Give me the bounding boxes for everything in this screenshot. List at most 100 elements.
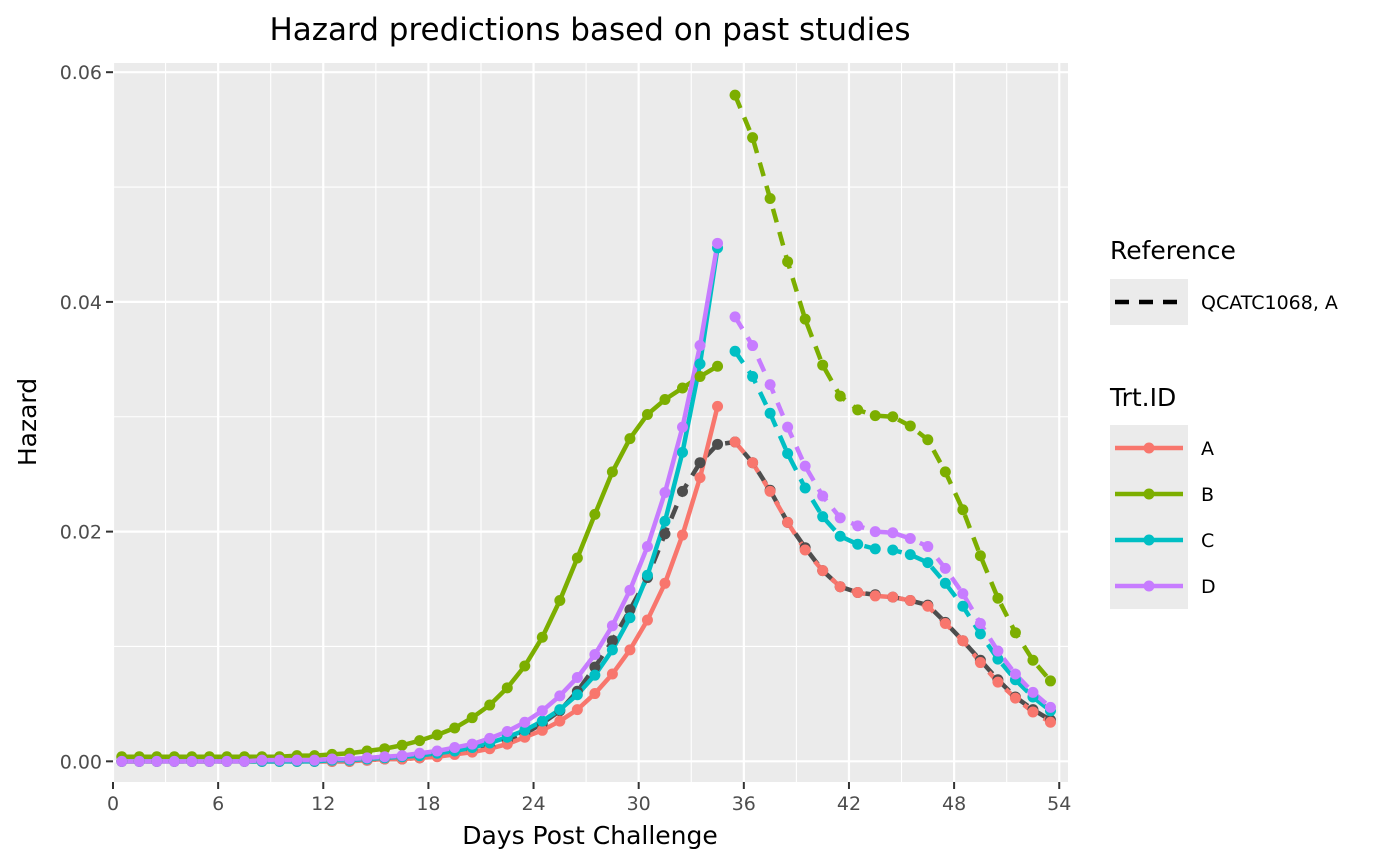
data-point [641, 614, 653, 626]
data-point [747, 457, 759, 469]
data-point [1027, 686, 1039, 698]
data-point [589, 669, 601, 681]
data-point [221, 755, 233, 767]
data-point [799, 460, 811, 472]
data-point [431, 729, 443, 741]
legend-trtid-keys-bg [1110, 425, 1188, 609]
data-point [396, 750, 408, 762]
data-point [606, 620, 618, 632]
data-point [186, 755, 198, 767]
data-point [116, 755, 128, 767]
data-point [1009, 692, 1021, 704]
data-point [484, 699, 496, 711]
legend-trtid: Trt.ID A B C D [1109, 383, 1216, 609]
data-point [764, 485, 776, 497]
data-point [694, 472, 706, 484]
data-point [782, 516, 794, 528]
data-point [974, 628, 986, 640]
data-point [852, 586, 864, 598]
data-point [834, 512, 846, 524]
data-point [519, 716, 531, 728]
data-point [414, 735, 426, 747]
data-point [694, 457, 706, 469]
chart-title: Hazard predictions based on past studies [269, 12, 910, 48]
data-point [974, 618, 986, 629]
y-tick-label: 0.02 [60, 522, 102, 544]
legend-key-point-c [1143, 534, 1155, 546]
data-point [939, 466, 951, 478]
data-point [536, 705, 548, 717]
legend-trtid-entry-a: A [1115, 438, 1214, 460]
data-point [151, 755, 163, 767]
grid-major [111, 63, 1068, 782]
data-point [957, 600, 969, 612]
data-point [589, 661, 601, 673]
legend-reference-title: Reference [1110, 236, 1236, 265]
legend-label-c: C [1201, 530, 1214, 552]
data-point [957, 588, 969, 600]
data-point [624, 584, 636, 596]
data-point [659, 577, 671, 589]
data-point [764, 379, 776, 391]
data-point [834, 530, 846, 542]
data-point [939, 562, 951, 574]
legend-label-b: B [1201, 484, 1214, 506]
data-point [729, 436, 741, 448]
data-point [922, 434, 934, 446]
x-tick-label: 42 [837, 793, 861, 815]
data-point [466, 712, 478, 724]
data-point [606, 635, 618, 647]
data-point [659, 528, 671, 540]
data-point [677, 446, 688, 458]
data-point [659, 515, 671, 527]
data-point [992, 653, 1004, 665]
data-point [939, 577, 951, 589]
data-point [624, 612, 636, 624]
x-tick-label: 0 [107, 793, 119, 815]
data-point [554, 715, 566, 727]
data-point [887, 527, 899, 539]
data-point [957, 635, 969, 647]
data-point [256, 754, 268, 766]
data-point [957, 504, 969, 516]
data-point [536, 724, 548, 736]
data-point [519, 660, 531, 672]
data-point [1044, 675, 1056, 687]
data-point [624, 433, 636, 445]
data-point [817, 490, 829, 502]
data-point [659, 487, 671, 499]
data-point [992, 645, 1004, 657]
data-point [659, 394, 671, 406]
legend-trtid-entry-d: D [1115, 576, 1216, 598]
legend-key-point-d [1143, 580, 1155, 592]
data-point [834, 390, 846, 402]
data-point [729, 89, 741, 101]
data-point [904, 595, 916, 607]
data-point [799, 313, 811, 325]
x-tick-label: 54 [1047, 793, 1071, 815]
x-axis-title: Days Post Challenge [462, 821, 718, 850]
y-tick-label: 0.06 [60, 62, 102, 84]
y-tick-label: 0.00 [60, 751, 102, 773]
data-point [677, 529, 688, 541]
data-point [571, 671, 583, 683]
x-tick-label: 30 [627, 793, 651, 815]
data-point [379, 751, 391, 763]
data-point [1044, 701, 1056, 713]
data-point [747, 371, 759, 383]
x-tick-label: 36 [732, 793, 756, 815]
data-point [203, 755, 215, 767]
data-point [519, 724, 531, 736]
legend-key-point-a [1143, 442, 1155, 454]
data-point [992, 592, 1004, 604]
data-point [817, 359, 829, 371]
data-point [501, 682, 513, 694]
data-point [694, 371, 706, 383]
data-point [694, 358, 706, 370]
data-point [238, 755, 250, 767]
data-point [1009, 627, 1021, 639]
data-point [852, 538, 864, 550]
data-point [887, 544, 899, 556]
data-point [869, 410, 881, 422]
